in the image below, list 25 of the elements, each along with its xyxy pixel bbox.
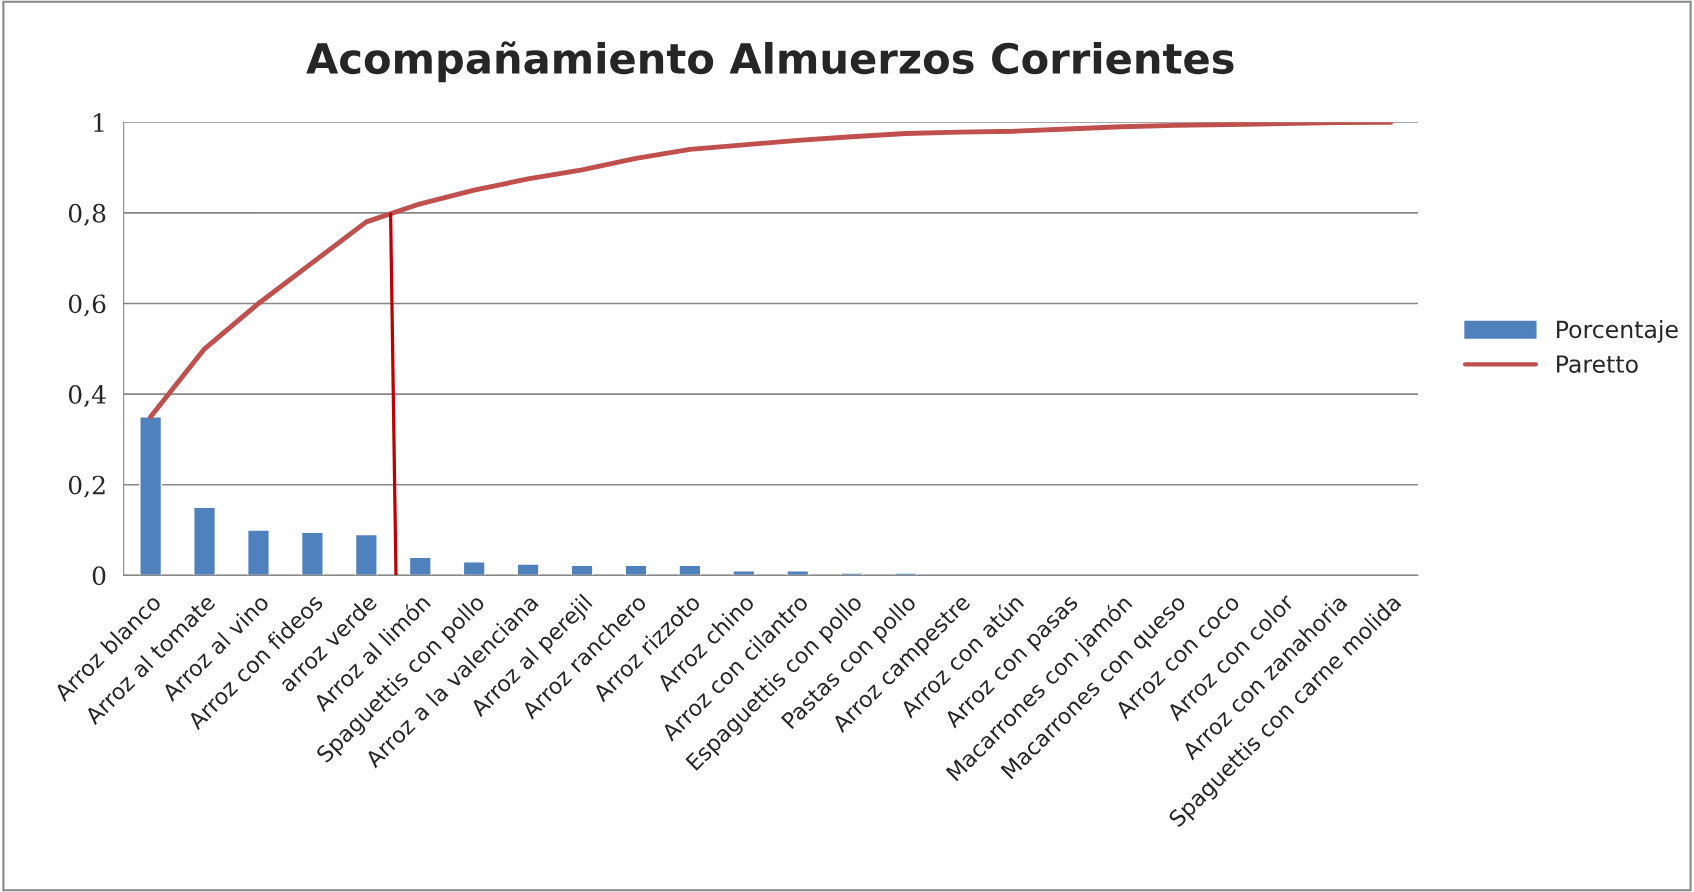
bar — [354, 533, 378, 576]
y-tick-label: 0,8 — [68, 203, 106, 226]
y-tick-label: 0,2 — [68, 475, 105, 498]
bar — [894, 572, 918, 576]
bar — [462, 561, 486, 576]
legend-label: Porcentaje — [1557, 320, 1678, 343]
y-tick-label: 0 — [92, 566, 106, 586]
bar — [624, 564, 648, 576]
y-tick-label: 0,4 — [68, 385, 106, 407]
bar — [678, 564, 702, 576]
bar — [139, 416, 163, 576]
bar — [193, 506, 217, 576]
bar — [300, 531, 324, 576]
bar — [732, 570, 756, 576]
line-series — [148, 122, 1394, 420]
legend-label: Paretto — [1557, 355, 1638, 373]
y-tick-label: 0,6 — [68, 294, 106, 317]
bar — [840, 572, 864, 576]
chart-title: Acompañamiento Almuerzos Corrientes — [306, 41, 1234, 83]
bar — [408, 556, 432, 576]
bar — [246, 529, 270, 576]
y-tick-label: 1 — [94, 113, 104, 132]
bar — [786, 570, 810, 576]
bar — [570, 564, 594, 576]
bar — [516, 563, 540, 576]
